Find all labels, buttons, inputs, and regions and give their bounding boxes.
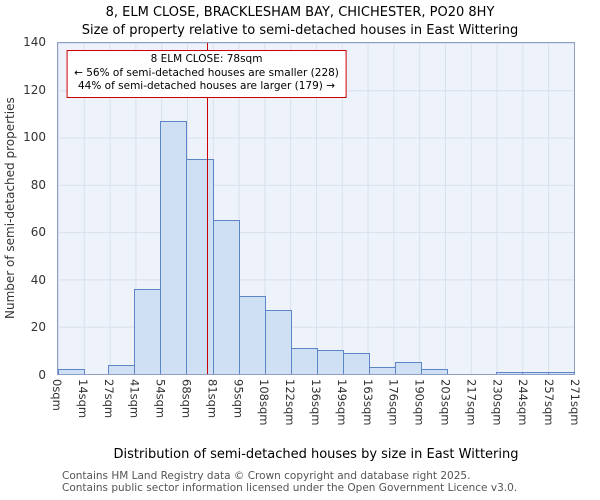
- y-tick-label: 20: [30, 320, 46, 335]
- histogram-bar: [264, 310, 292, 374]
- x-tick-label: 149sqm: [334, 379, 349, 426]
- x-tick-label: 163sqm: [360, 379, 375, 426]
- histogram-bar: [290, 348, 318, 374]
- annotation-property: 8 ELM CLOSE: 78sqm: [150, 53, 263, 65]
- x-tick-label: 54sqm: [153, 379, 168, 419]
- x-tick-label: 41sqm: [127, 379, 142, 419]
- x-tick-label: 0sqm: [50, 379, 64, 411]
- histogram-bar: [212, 220, 240, 374]
- property-marker-line: [206, 43, 208, 374]
- x-tick-label: 81sqm: [205, 379, 220, 419]
- x-tick-label: 230sqm: [490, 379, 505, 426]
- chart-subtitle: Size of property relative to semi-detach…: [81, 23, 519, 38]
- histogram-bar: [316, 350, 345, 374]
- histogram-bar: [343, 352, 371, 374]
- x-tick-label: 95sqm: [231, 379, 246, 419]
- x-tick-label: 14sqm: [75, 379, 90, 419]
- histogram-bar: [369, 366, 397, 374]
- x-tick-label: 27sqm: [101, 379, 116, 419]
- y-tick-label: 120: [23, 82, 46, 97]
- footer-line2: Contains public sector information licen…: [62, 482, 518, 495]
- histogram-bar: [421, 369, 449, 374]
- annotation-box: 8 ELM CLOSE: 78sqm ← 56% of semi-detache…: [66, 50, 347, 98]
- y-tick-label: 80: [30, 177, 46, 192]
- footer-line1: Contains HM Land Registry data © Crown c…: [62, 470, 471, 482]
- x-tick-label: 190sqm: [412, 379, 427, 426]
- x-tick-label: 217sqm: [464, 379, 479, 426]
- histogram-bar: [395, 362, 423, 374]
- x-tick-label: 176sqm: [386, 379, 401, 426]
- x-axis-label: Distribution of semi-detached houses by …: [113, 447, 519, 462]
- histogram-bar: [108, 364, 136, 374]
- y-tick-label: 100: [23, 130, 46, 145]
- histogram-bar: [238, 295, 266, 374]
- x-tick-label: 108sqm: [257, 379, 272, 426]
- y-axis-ticks: 0 20 40 60 80 100 120 140: [0, 35, 52, 382]
- x-tick-label: 203sqm: [438, 379, 453, 426]
- plot-area: 8 ELM CLOSE: 78sqm ← 56% of semi-detache…: [57, 42, 575, 375]
- footer: Contains HM Land Registry data © Crown c…: [62, 470, 592, 494]
- annotation-smaller: ← 56% of semi-detached houses are smalle…: [74, 66, 339, 79]
- histogram-bar: [547, 371, 575, 374]
- histogram-bar: [495, 371, 523, 374]
- histogram-bar: [134, 288, 162, 374]
- histogram-bars: [58, 43, 575, 374]
- annotation-larger: 44% of semi-detached houses are larger (…: [78, 80, 335, 93]
- histogram-bar: [160, 121, 188, 374]
- x-tick-label: 271sqm: [568, 379, 582, 426]
- x-tick-label: 136sqm: [309, 379, 323, 426]
- y-tick-label: 140: [23, 35, 46, 49]
- x-tick-label: 122sqm: [283, 379, 298, 426]
- y-tick-label: 40: [30, 272, 46, 287]
- x-axis-ticks: 0sqm 14sqm 27sqm 41sqm 54sqm 68sqm 81sqm 95sqm 1…: [50, 379, 582, 443]
- chart-title: 8, ELM CLOSE, BRACKLESHAM BAY, CHICHESTE…: [105, 5, 495, 20]
- y-tick-label: 60: [30, 225, 46, 240]
- histogram-bar: [186, 158, 214, 374]
- histogram-bar: [58, 369, 86, 374]
- y-tick-label: 0: [38, 368, 46, 382]
- histogram-bar: [521, 371, 549, 374]
- x-tick-label: 244sqm: [516, 379, 531, 426]
- x-tick-label: 68sqm: [179, 379, 194, 419]
- x-tick-label: 257sqm: [542, 379, 557, 426]
